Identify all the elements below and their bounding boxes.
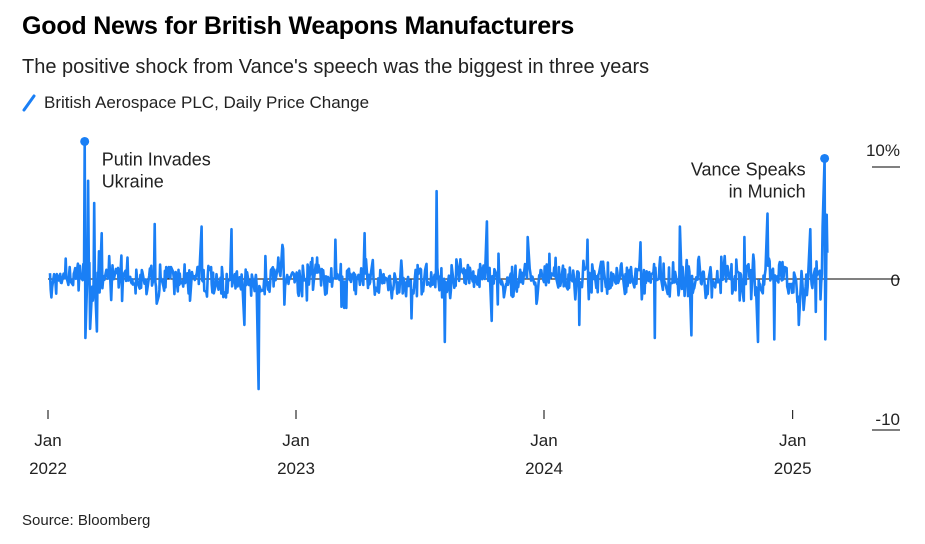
x-tick-year: 2022 xyxy=(29,459,67,478)
x-tick-year: 2025 xyxy=(774,459,812,478)
y-tick-label: 0 xyxy=(891,271,900,290)
price-change-line xyxy=(48,140,829,391)
x-tick-month: Jan xyxy=(282,431,309,450)
annotation-ukraine: Putin Invades Ukraine xyxy=(102,149,211,191)
x-tick-year: 2024 xyxy=(525,459,563,478)
x-tick-month: Jan xyxy=(779,431,806,450)
x-tick-year: 2023 xyxy=(277,459,315,478)
vance-marker xyxy=(820,153,830,163)
x-tick-month: Jan xyxy=(34,431,61,450)
y-tick-label: -10 xyxy=(875,410,900,429)
ukraine-marker xyxy=(80,136,90,146)
y-tick-label: 10% xyxy=(866,141,900,160)
annotation-vance: Vance Speaks in Munich xyxy=(691,159,806,201)
legend-line-icon xyxy=(22,94,36,112)
chart-title: Good News for British Weapons Manufactur… xyxy=(22,12,575,40)
source-note: Source: Bloomberg xyxy=(22,512,151,529)
legend: British Aerospace PLC, Daily Price Chang… xyxy=(22,93,369,113)
legend-label: British Aerospace PLC, Daily Price Chang… xyxy=(44,93,370,112)
x-tick-month: Jan xyxy=(530,431,557,450)
chart-subtitle: The positive shock from Vance's speech w… xyxy=(22,56,650,78)
